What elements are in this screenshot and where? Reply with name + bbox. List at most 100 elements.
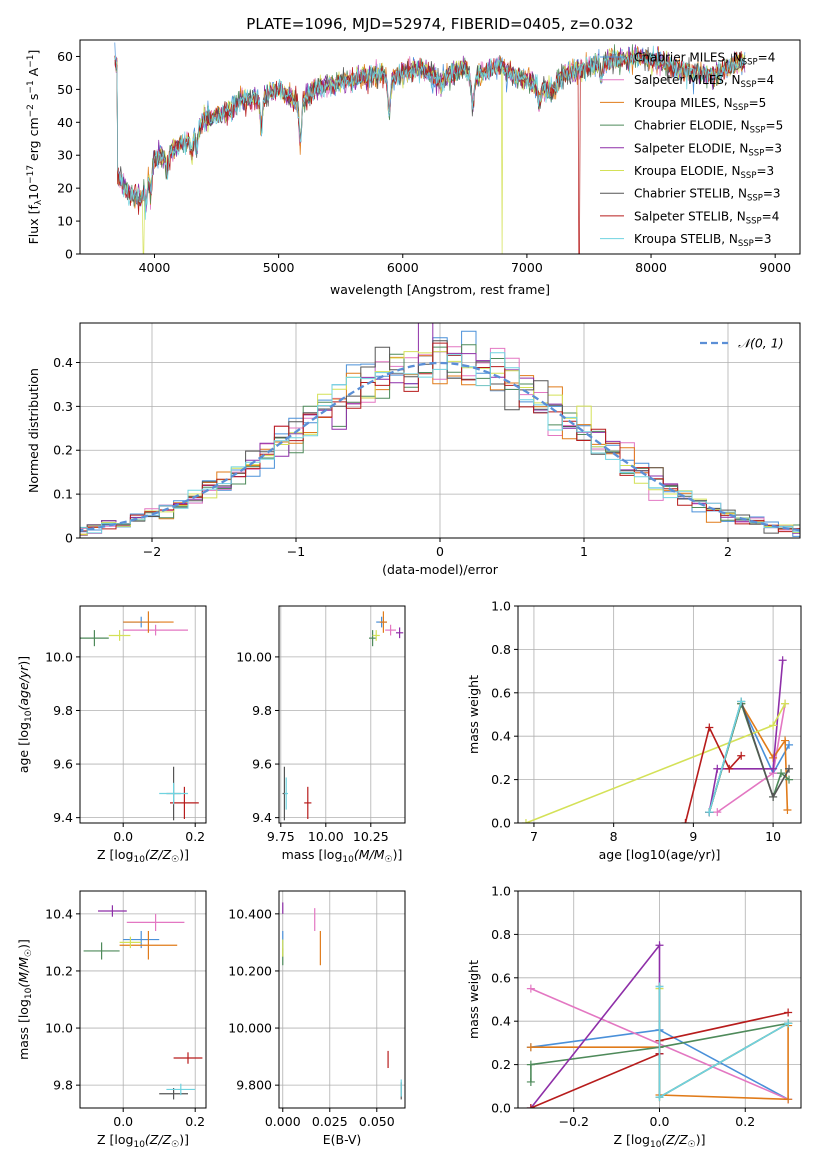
axes-frame — [278, 890, 406, 1109]
weight-marker — [781, 736, 790, 745]
y-tick-label: 0.4 — [491, 729, 511, 744]
y-tick-label: 0.8 — [491, 642, 511, 657]
x-tick-label: 0.2 — [735, 1114, 755, 1129]
weight-marker — [681, 819, 690, 823]
weight-line — [530, 942, 661, 1108]
x-tick-label: 1 — [580, 544, 588, 559]
y-tick-label: 1.0 — [491, 599, 511, 614]
x-tick-label: 0.0 — [113, 829, 133, 844]
x-tick-label: 9.75 — [267, 829, 295, 844]
plot-area — [521, 656, 794, 823]
x-tick-label: 0.0 — [113, 1114, 133, 1129]
y-tick-label: 10.2 — [45, 963, 73, 978]
x-tick-label: 8000 — [635, 260, 667, 275]
y-tick-label: 0.6 — [491, 970, 511, 985]
weight-marker — [778, 656, 787, 665]
x-axis-label: (data-model)/error — [382, 562, 499, 577]
x-tick-label: 6000 — [387, 260, 419, 275]
x-tick-label: 5000 — [263, 260, 295, 275]
y-tick-label: 20 — [57, 181, 73, 196]
y-tick-label: 0.1 — [53, 487, 73, 502]
x-axis-label: Z [log10(Z/Z☉)] — [97, 1132, 189, 1150]
legend-entry: 𝒩(0, 1) — [738, 336, 784, 351]
x-tick-label: 0.050 — [359, 1114, 395, 1129]
x-tick-label: 0.2 — [185, 1114, 205, 1129]
plot-area — [80, 323, 800, 537]
weight-line — [658, 986, 789, 1099]
x-axis-label: E(B-V) — [323, 1132, 362, 1147]
weight-marker — [725, 764, 734, 773]
weight-marker — [769, 792, 778, 801]
y-tick-label: 9.8 — [53, 1078, 73, 1093]
legend-entry: Kroupa MILES, NSSP=5 — [634, 96, 766, 113]
weight-marker — [737, 697, 746, 706]
y-tick-label: 10.0 — [45, 649, 73, 664]
y-tick-label: 60 — [57, 49, 73, 64]
y-axis-label: mass weight — [466, 960, 481, 1039]
x-tick-label: 0.0 — [650, 1114, 670, 1129]
x-tick-label: −1 — [287, 544, 305, 559]
legend-entry: Chabrier STELIB, NSSP=3 — [634, 187, 781, 204]
legend-entry: Salpeter STELIB, NSSP=4 — [634, 209, 779, 226]
plot-area — [282, 902, 402, 1100]
y-tick-label: 0.2 — [53, 443, 73, 458]
weight-marker — [777, 769, 786, 778]
y-tick-label: 0.2 — [491, 1057, 511, 1072]
weight-marker — [526, 1104, 535, 1108]
weight-marker — [784, 1019, 793, 1028]
weight-marker — [526, 1077, 535, 1086]
spectrum-line — [114, 46, 746, 207]
weight-marker — [526, 1043, 535, 1052]
y-tick-label: 10.4 — [45, 906, 73, 921]
histogram-series — [80, 352, 800, 534]
x-tick-label: 7 — [530, 829, 538, 844]
y-tick-label: 0.0 — [491, 816, 511, 831]
x-tick-label: 7000 — [511, 260, 543, 275]
weight-marker — [655, 982, 664, 991]
y-tick-label: 9.8 — [252, 703, 272, 718]
axes-weight-vs-Z: −0.2 0.0 0.2 0.0 0.2 0.4 0.6 0.8 1.0 Z [log10(Z/Z… — [466, 884, 802, 1150]
y-tick-label: 1.0 — [491, 884, 511, 899]
weight-line — [525, 703, 786, 823]
y-tick-label: 10.000 — [228, 1021, 272, 1036]
legend-entry: Kroupa STELIB, NSSP=3 — [634, 232, 772, 249]
weight-marker — [785, 764, 794, 773]
x-axis-label: Z [log10(Z/Z☉)] — [97, 847, 189, 865]
y-axis-label: mass weight — [466, 675, 481, 754]
weight-marker — [783, 805, 792, 814]
x-tick-label: 0 — [436, 544, 444, 559]
axes-frame — [79, 605, 207, 824]
axes-age-vs-Z: 0.0 0.2 9.4 9.6 9.8 10.0 Z [log10(Z/Z☉)] age [l… — [16, 605, 207, 865]
histogram-series — [80, 344, 800, 536]
axes-age-vs-mass: 9.75 10.00 10.25 9.4 9.6 9.8 10.00 mass [log10(… — [236, 605, 406, 865]
y-tick-label: 0.2 — [491, 772, 511, 787]
axes-weight-vs-age: 7 8 9 10 0.0 0.2 0.4 0.6 0.8 1.0 age [log10(age/yr… — [466, 599, 802, 862]
y-axis-label: mass [log10(M/M☉)] — [16, 939, 34, 1060]
axes-frame — [278, 605, 406, 824]
weight-marker — [655, 941, 664, 950]
weight-line — [530, 1022, 789, 1082]
legend: Chabrier MILES, NSSP=4 Salpeter MILES, NS… — [600, 51, 783, 249]
x-tick-label: 0.000 — [265, 1114, 301, 1129]
y-tick-label: 10.0 — [45, 1021, 73, 1036]
axes-residuals: 𝒩(0, 1) −2 −1 0 1 2 0 0.1 0.2 0.3 0.4 (data-model)/… — [26, 322, 801, 577]
weight-line — [708, 660, 784, 813]
plot-area — [83, 905, 203, 1100]
x-tick-label: 2 — [724, 544, 732, 559]
legend-entry: Kroupa ELODIE, NSSP=3 — [634, 164, 774, 181]
weight-marker — [655, 1093, 664, 1102]
weight-line — [658, 986, 789, 1099]
axes-mass-vs-Z: 0.0 0.2 9.8 10.0 10.2 10.4 Z [log10(Z/Z☉)] mass… — [16, 890, 207, 1150]
spectrum-line — [114, 45, 746, 220]
legend-entry: Chabrier ELODIE, NSSP=5 — [634, 119, 783, 136]
weight-marker — [713, 808, 722, 817]
y-tick-label: 0.3 — [53, 399, 73, 414]
weight-marker — [781, 699, 790, 708]
weight-marker — [521, 819, 530, 823]
plots: Chabrier MILES, NSSP=4 Salpeter MILES, NS… — [16, 39, 802, 1150]
y-tick-label: 0.0 — [491, 1101, 511, 1116]
y-axis-label: Flux [fλ10−17 erg cm−2 s−1 A−1] — [26, 50, 44, 245]
x-tick-label: 8 — [610, 829, 618, 844]
y-tick-label: 10 — [57, 214, 73, 229]
axes-frame — [517, 605, 802, 824]
